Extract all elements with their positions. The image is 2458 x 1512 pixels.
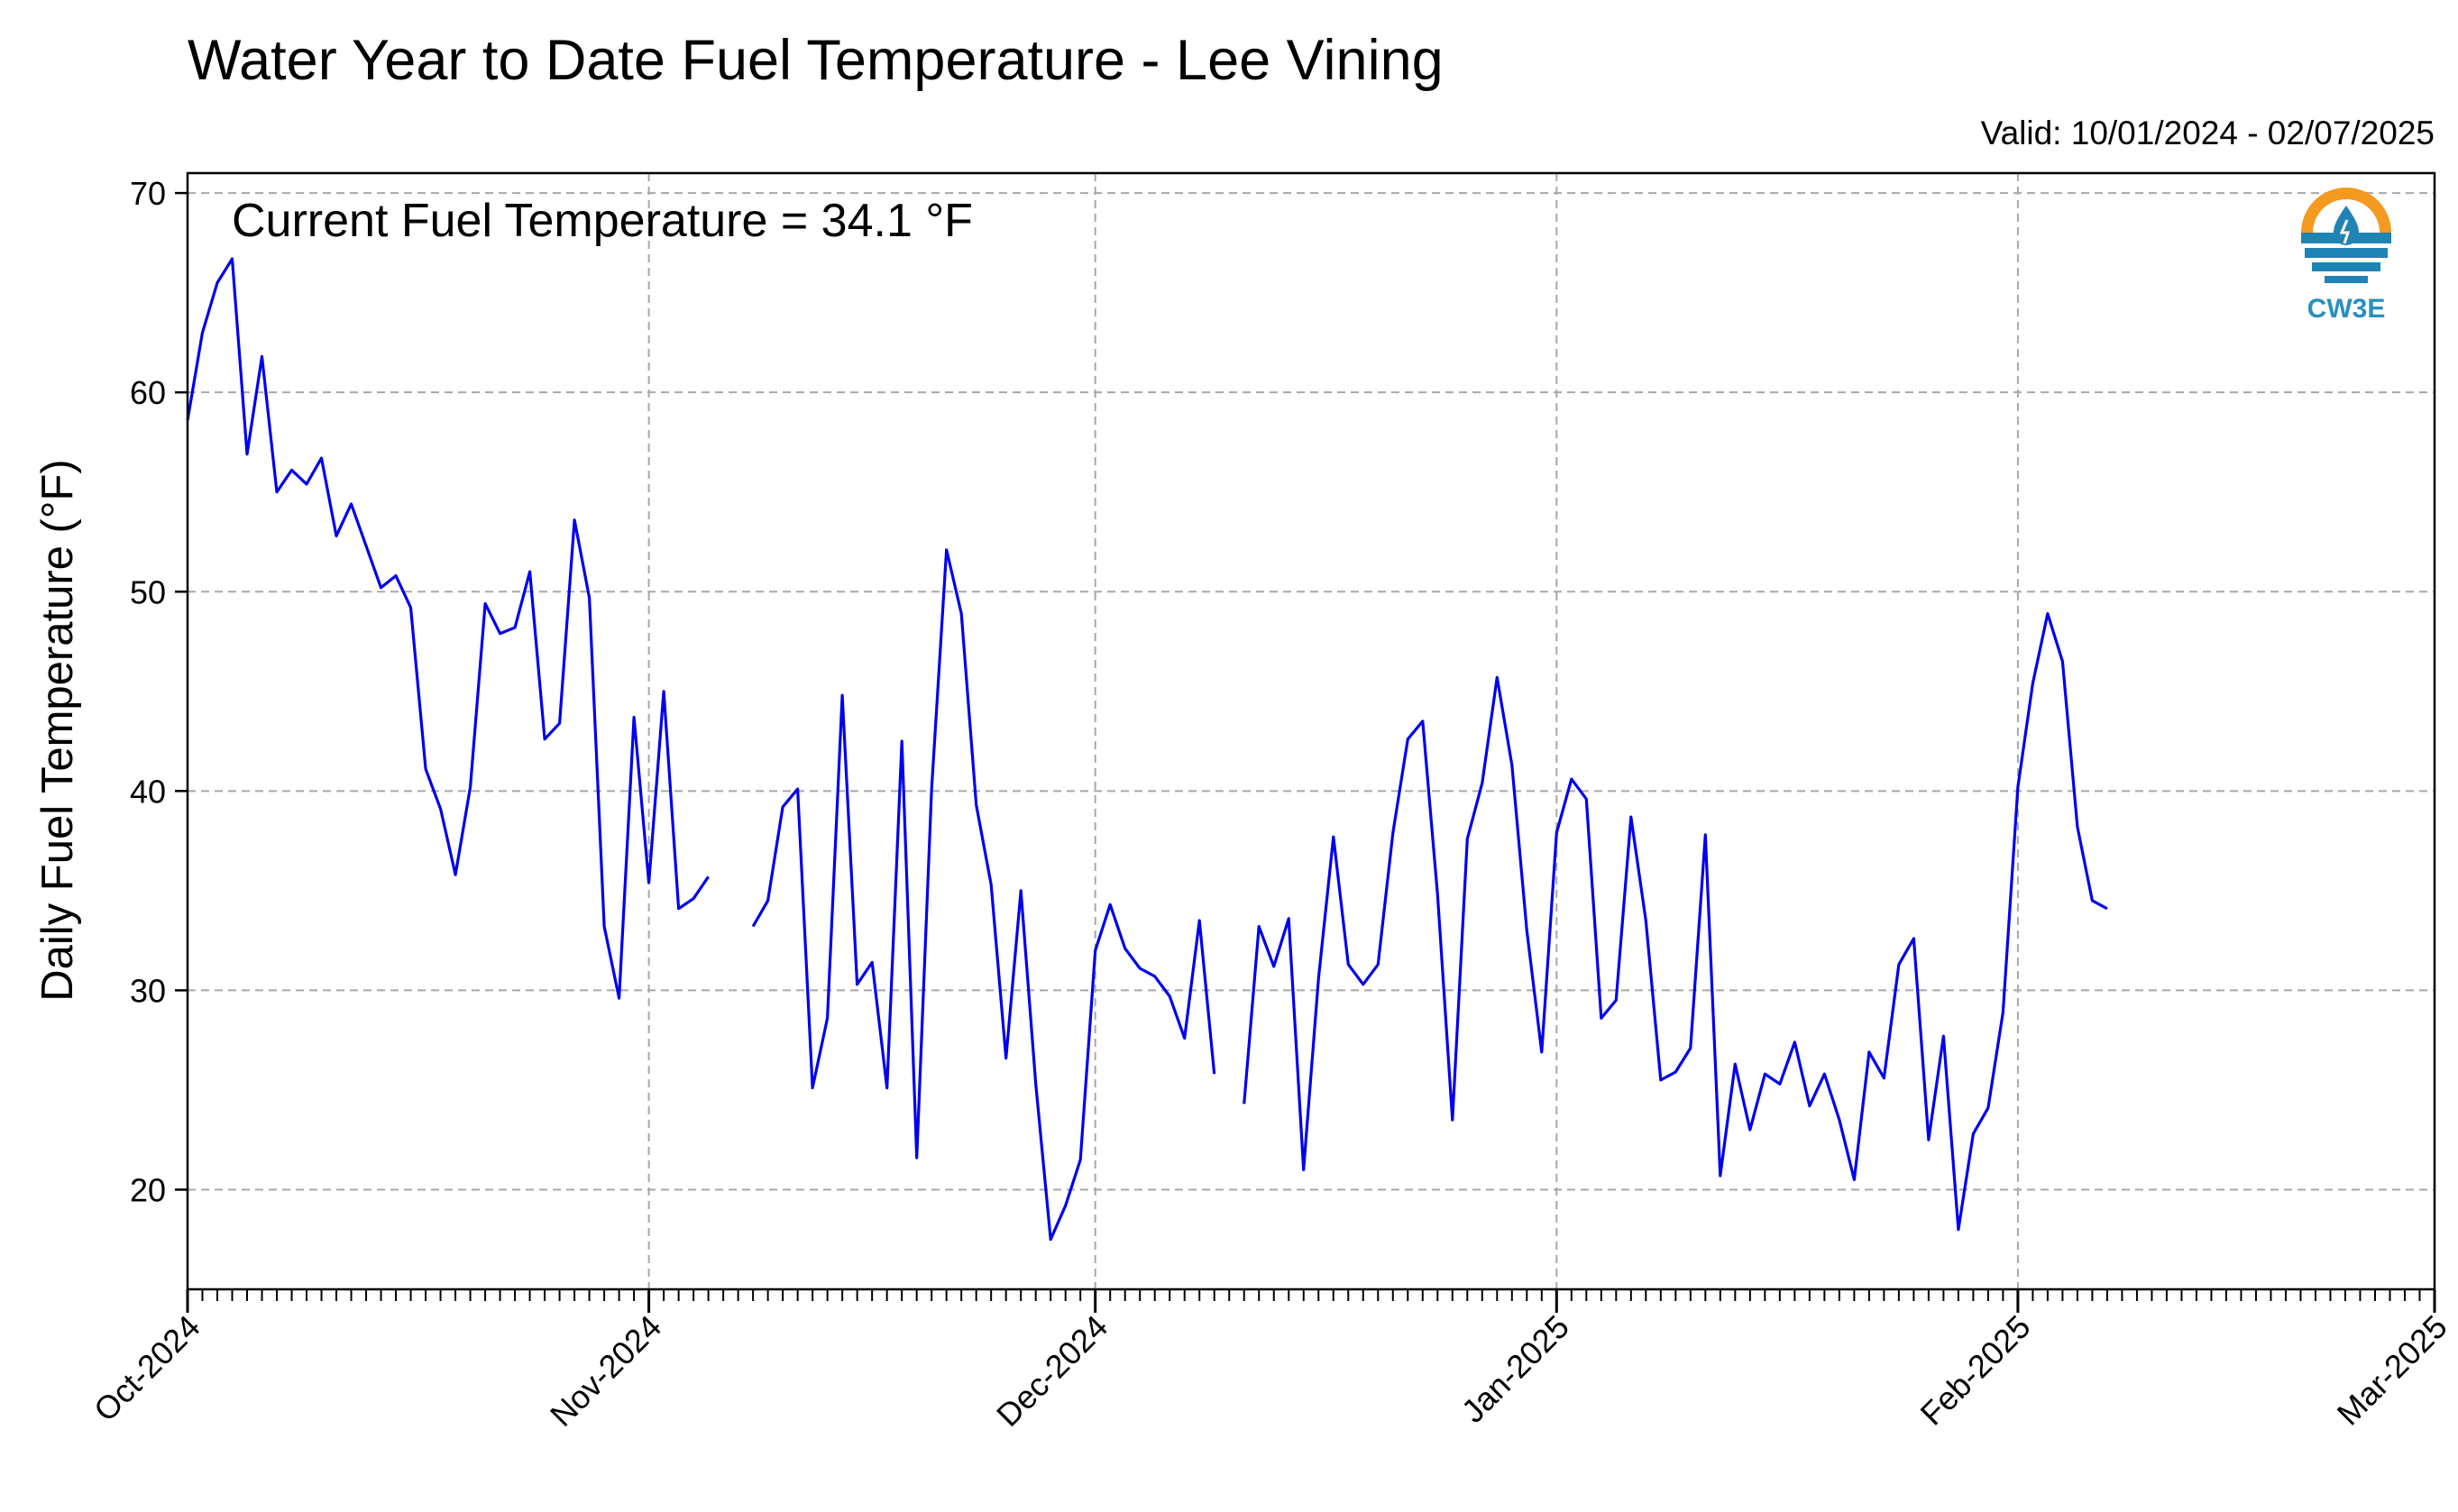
cw3e-logo-text: CW3E	[2307, 294, 2386, 324]
series-line-segment	[186, 257, 710, 1000]
cw3e-logo: CW3E	[2297, 188, 2395, 324]
x-tick-label: Feb-2025	[1913, 1308, 2038, 1433]
x-tick-label: Oct-2024	[87, 1308, 207, 1429]
y-axis: 20 30 40 50 60 70	[130, 175, 188, 1208]
x-tick-label: Dec-2024	[989, 1308, 1114, 1434]
y-tick-label: 50	[130, 573, 166, 610]
series-fuel-temperature	[186, 257, 2108, 1242]
gridlines	[187, 173, 2435, 1289]
valid-date-range: Valid: 10/01/2024 - 02/07/2025	[1981, 115, 2435, 151]
chart-title: Water Year to Date Fuel Temperature - Le…	[188, 29, 1444, 92]
x-tick-label: Nov-2024	[543, 1308, 668, 1434]
x-tick-label: Jan-2025	[1454, 1308, 1576, 1430]
x-axis: Oct-2024 Nov-2024 Dec-2024 Jan-2025 Feb-2025…	[87, 1289, 2454, 1434]
y-tick-label: 30	[130, 972, 166, 1009]
series-line-segment	[751, 548, 1216, 1242]
x-tick-label: Mar-2025	[2330, 1308, 2454, 1433]
y-tick-label: 20	[130, 1171, 166, 1208]
y-tick-label: 40	[130, 773, 166, 810]
plot-frame	[186, 171, 2436, 1291]
y-tick-label: 60	[130, 374, 166, 411]
y-tick-label: 70	[130, 175, 166, 212]
series-line-segment	[1243, 611, 2108, 1232]
cw3e-emblem-icon	[2297, 188, 2395, 285]
current-fuel-temperature-annotation: Current Fuel Temperature = 34.1 °F	[232, 195, 973, 247]
y-axis-label: Daily Fuel Temperature (°F)	[33, 459, 82, 1001]
